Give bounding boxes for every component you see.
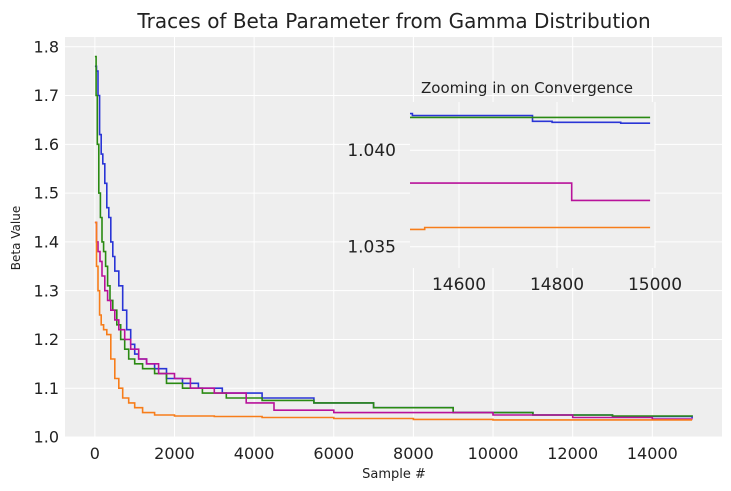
main-x-tick-label: 4000: [234, 444, 275, 463]
inset-y-tick-label: 1.040: [347, 141, 396, 161]
chart-title: Traces of Beta Parameter from Gamma Dist…: [136, 9, 650, 33]
inset-series-group: [410, 112, 651, 231]
main-x-tick-labels: 0 2000 4000 6000 8000 10000 12000 14000: [90, 444, 678, 463]
main-series-line-4: [94, 221, 693, 421]
inset-x-tick-labels: 14600 14800 15000: [432, 275, 682, 295]
main-y-tick-label: 1.6: [34, 135, 59, 154]
main-y-tick-label: 1.7: [34, 86, 59, 105]
main-series-group: [94, 55, 693, 421]
inset-y-tick-label: 1.035: [347, 238, 396, 258]
main-x-tick-label: 6000: [313, 444, 354, 463]
inset-plot-background: [410, 102, 655, 268]
main-y-tick-label: 1.8: [34, 37, 59, 56]
main-series-line-3: [94, 221, 693, 420]
main-y-tick-label: 1.0: [34, 428, 59, 447]
main-x-tick-label: 2000: [154, 444, 195, 463]
main-y-tick-label: 1.2: [34, 330, 59, 349]
main-y-tick-label: 1.5: [34, 184, 59, 203]
main-x-tick-label: 14000: [627, 444, 678, 463]
inset-x-tick-label: 15000: [628, 275, 682, 295]
main-y-tick-label: 1.1: [34, 379, 59, 398]
inset-grid: [410, 102, 656, 268]
main-series-line-2: [94, 55, 693, 417]
main-x-tick-label: 8000: [393, 444, 434, 463]
main-y-tick-label: 1.4: [34, 232, 59, 251]
inset-series-line-1: [410, 112, 651, 124]
inset-series-line-3: [410, 182, 651, 202]
main-y-tick-label: 1.3: [34, 281, 59, 300]
inset-x-tick-label: 14600: [432, 275, 486, 295]
inset-plot-area: [410, 102, 655, 268]
main-x-tick-label: 12000: [547, 444, 598, 463]
inset-y-tick-labels: 1.035 1.040: [347, 141, 396, 258]
main-x-tick-label: 0: [90, 444, 100, 463]
main-x-tick-label: 10000: [468, 444, 519, 463]
y-axis-label: Beta Value: [9, 206, 23, 270]
main-y-tick-labels: 1.0 1.1 1.2 1.3 1.4 1.5 1.6 1.7 1.8: [34, 37, 59, 446]
inset-x-tick-label: 14800: [530, 275, 584, 295]
inset-series-line-4: [410, 226, 651, 231]
x-axis-label: Sample #: [362, 467, 426, 482]
inset-title: Zooming in on Convergence: [421, 79, 633, 97]
